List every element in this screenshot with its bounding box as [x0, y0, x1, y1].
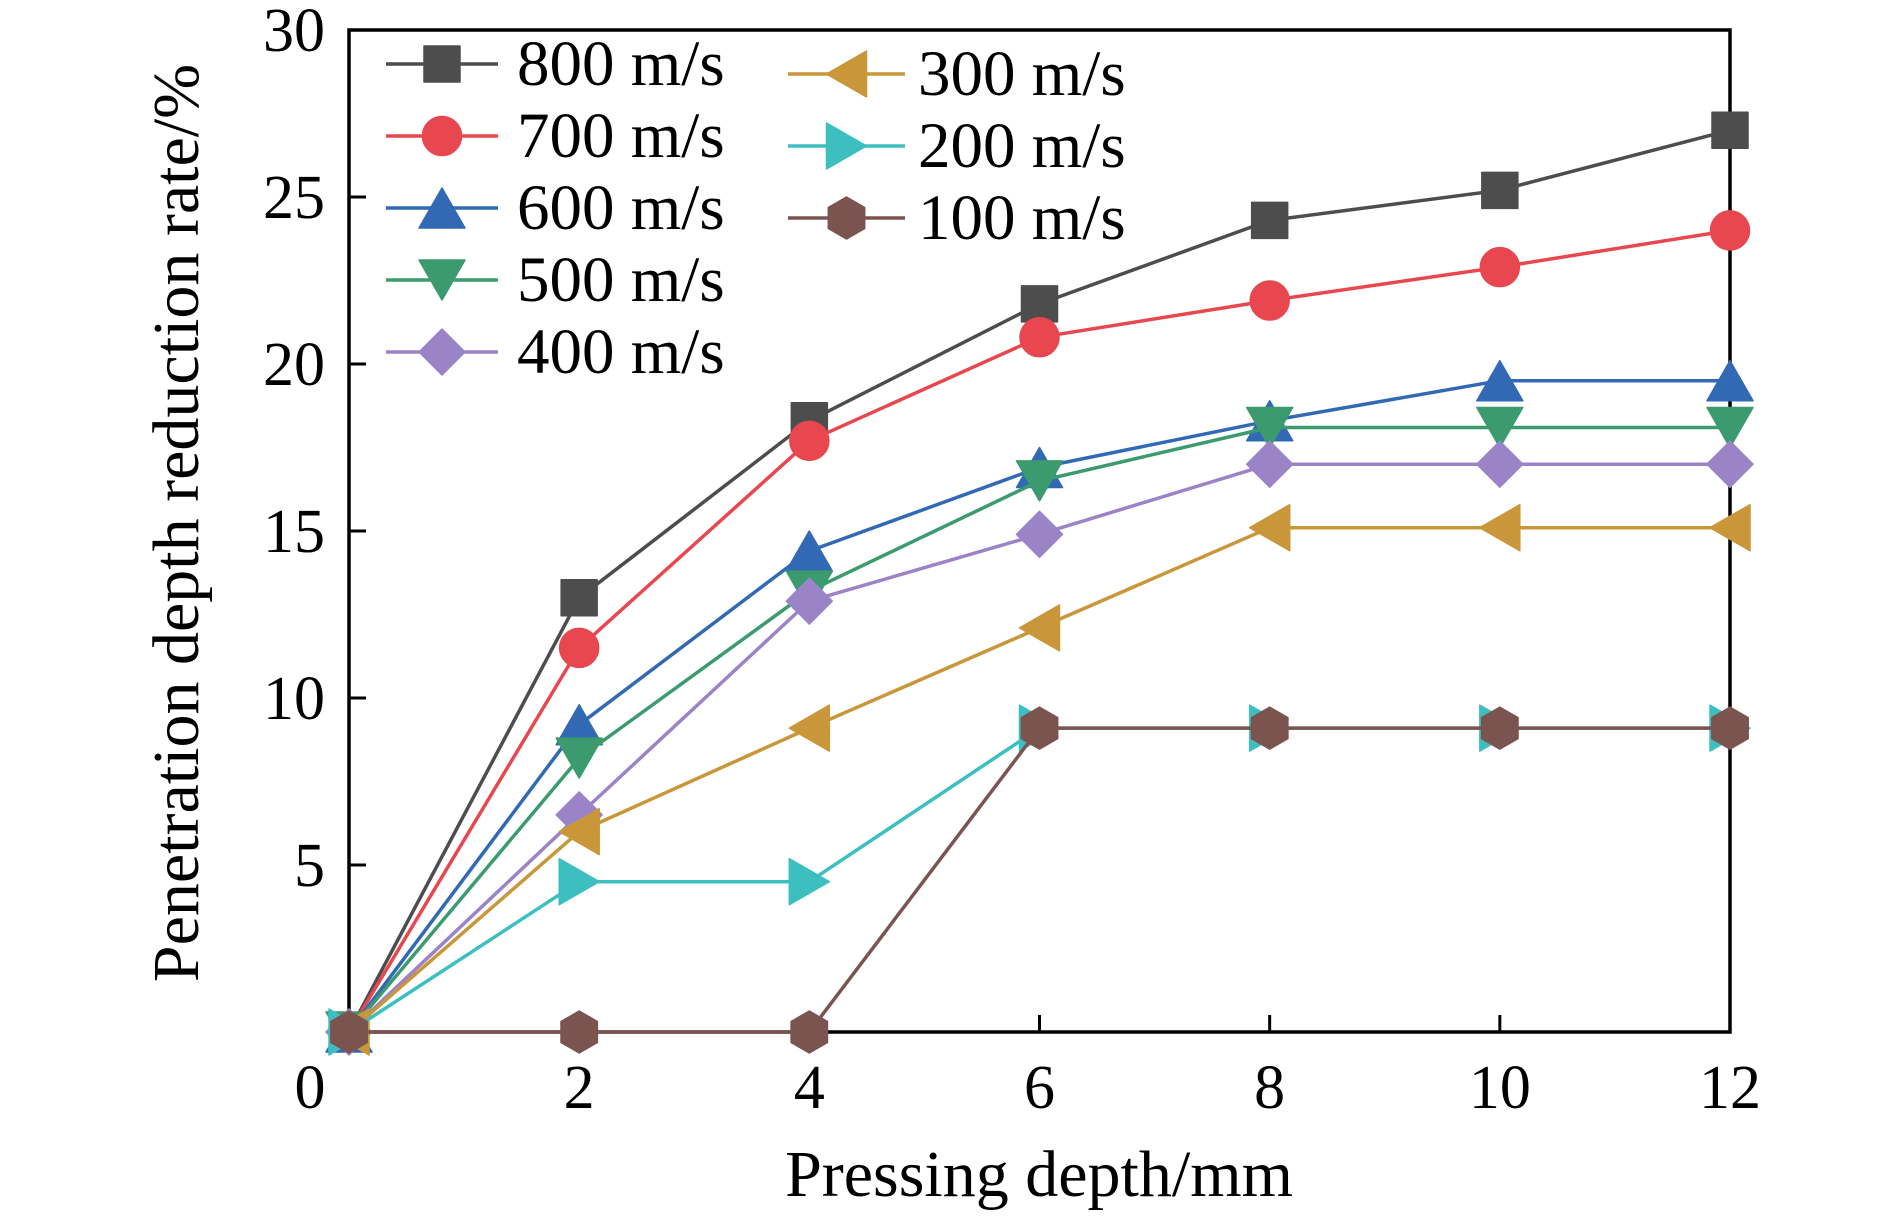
series-300-m-s-point: [1018, 604, 1061, 652]
x-tick-label: 2: [564, 1054, 595, 1122]
series-500-m-s-point: [1706, 406, 1754, 449]
series-200-m-s-point: [558, 857, 600, 906]
series-700-m-s-point: [558, 627, 600, 669]
y-tick-label: 25: [263, 164, 325, 232]
legend-item-500-m-s: 500 m/s: [386, 244, 725, 316]
series-800-m-s-point: [1250, 201, 1289, 240]
series-600-m-s-point: [785, 530, 834, 572]
legend-marker: [418, 259, 466, 301]
series-300-m-s-point: [558, 807, 600, 856]
series-700-m-s-point: [1709, 210, 1751, 251]
legend-label: 100 m/s: [918, 182, 1126, 254]
series-300-m-s-point: [1248, 503, 1291, 552]
legend-label: 800 m/s: [517, 28, 725, 100]
series-700-m-s-point: [789, 420, 830, 462]
legend-item-800-m-s: 800 m/s: [386, 28, 725, 100]
legend-label: 700 m/s: [517, 100, 725, 172]
legend-marker: [418, 328, 466, 376]
series-200-m-s: [328, 704, 1751, 1056]
y-tick-label: 20: [263, 331, 325, 399]
legend-label: 400 m/s: [517, 316, 725, 388]
legend-marker: [825, 50, 868, 98]
series-100-m-s-point: [1250, 706, 1289, 750]
legend-label: 500 m/s: [517, 244, 725, 316]
series-100-m-s: [330, 706, 1749, 1054]
y-tick-label: 5: [294, 832, 325, 900]
series-400-m-s-point: [1015, 510, 1064, 559]
series-400-m-s-point: [1245, 440, 1294, 488]
legend-item-700-m-s: 700 m/s: [386, 100, 725, 172]
y-axis-title: Penetration depth reduction rate/%: [140, 64, 213, 982]
series-300-m-s-point: [1709, 503, 1751, 552]
series-300-m-s-line: [347, 525, 1730, 1034]
series-400-m-s-point: [1706, 440, 1754, 488]
x-tick-label: 12: [1699, 1054, 1761, 1122]
y-tick-label: 10: [263, 665, 325, 733]
legend-item-300-m-s: 300 m/s: [788, 38, 1126, 110]
legend-label: 200 m/s: [918, 110, 1126, 182]
legend-item-400-m-s: 400 m/s: [386, 316, 725, 388]
series-100-m-s-point: [560, 1010, 599, 1054]
legend-item-200-m-s: 200 m/s: [788, 110, 1126, 182]
y-tick-label: 30: [263, 0, 325, 65]
axes: 5 10 15 20 25 30 2 4 6 8 10 12: [263, 0, 1761, 1122]
y-tick-label: 15: [263, 498, 325, 566]
series-100-m-s-point: [330, 1010, 368, 1054]
series-800-m-s-point: [1481, 171, 1519, 210]
series-200-m-s-line: [348, 726, 1730, 1034]
series-400-m-s-point: [785, 577, 834, 625]
series-500-m-s-point: [1015, 460, 1064, 502]
legend-marker: [827, 196, 866, 240]
legend-marker: [421, 115, 463, 157]
series-600-m-s-point: [1706, 359, 1754, 402]
legend-marker: [423, 45, 461, 83]
x-tick-label: 4: [794, 1054, 825, 1122]
origin-label: 0: [295, 1054, 326, 1122]
x-tick-label: 6: [1024, 1054, 1055, 1122]
series-200-m-s-point: [788, 857, 831, 906]
series-700-m-s-point: [1479, 246, 1521, 288]
legend-label: 300 m/s: [918, 38, 1126, 110]
x-axis-title: Pressing depth/mm: [785, 1138, 1293, 1211]
series-300-m-s-point: [788, 704, 831, 752]
series-100-m-s-line: [349, 726, 1730, 1034]
series-800-m-s-point: [1711, 111, 1749, 149]
x-tick-label: 8: [1254, 1054, 1285, 1122]
series-500-m-s-point: [1245, 406, 1294, 449]
series-800-m-s-point: [1020, 285, 1059, 323]
series-700-m-s-point: [1249, 280, 1290, 321]
series-100-m-s-point: [1480, 706, 1519, 750]
plot-series: [325, 111, 1754, 1056]
series-100-m-s-point: [1020, 706, 1059, 750]
series-300-m-s: [328, 503, 1751, 1056]
series-400-m-s-point: [1476, 440, 1524, 488]
series-500-m-s-point: [555, 737, 603, 779]
series-700-m-s-point: [1019, 317, 1060, 358]
legend-marker: [418, 187, 466, 229]
series-100-m-s-point: [790, 1010, 829, 1054]
legend-item-600-m-s: 600 m/s: [386, 172, 725, 244]
legend-item-100-m-s: 100 m/s: [788, 182, 1126, 254]
series-100-m-s-point: [1711, 706, 1749, 750]
legend-marker: [825, 122, 868, 170]
series-500-m-s-point: [1476, 406, 1524, 449]
series-600-m-s-point: [1476, 359, 1524, 402]
series-300-m-s-point: [1479, 503, 1521, 552]
x-tick-label: 10: [1469, 1054, 1531, 1122]
legend-label: 600 m/s: [517, 172, 725, 244]
series-800-m-s-point: [560, 579, 598, 617]
